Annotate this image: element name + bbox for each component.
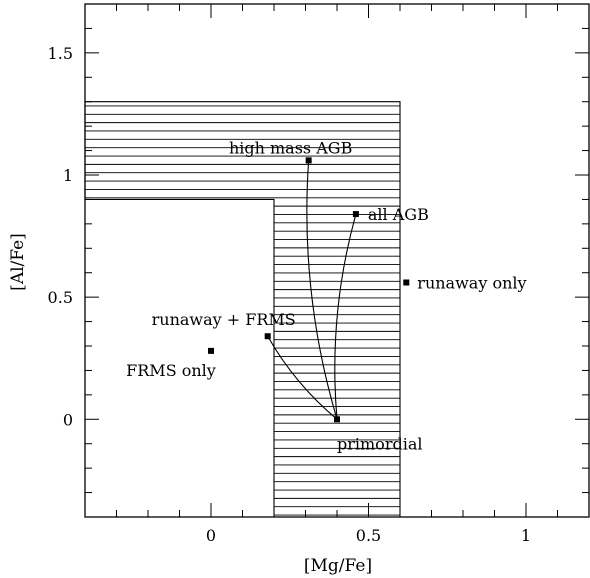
y-tick-label: 0.5 [48,288,73,307]
point-high-mass-agb [305,157,312,164]
label-runaway-frms: runaway + FRMS [152,310,296,329]
label-all-agb: all AGB [368,205,429,224]
point-frms-only [208,347,214,354]
y-tick-label: 1 [63,166,73,185]
x-tick-label: 1 [521,526,531,545]
point-all-agb [352,211,359,218]
label-primordial: primordial [337,434,422,453]
curve-primordial-to-high-mass-agb [306,160,338,420]
annotations: primordial high mass AGB all AGB runaway on… [126,138,526,453]
label-frms-only: FRMS only [126,361,216,380]
y-tick-label: 1.5 [48,44,73,63]
curve-primordial-to-all-agb [334,213,357,420]
x-tick-label: 0.5 [356,526,381,545]
y-axis-label: [Al/Fe] [8,233,28,291]
label-runaway-only: runaway only [417,273,526,292]
point-primordial [334,416,340,423]
connecting-curves [267,160,357,420]
axis-ticks: 0 0.5 1 0 0.5 1 1.5 [48,3,590,545]
label-high-mass-agb: high mass AGB [229,138,352,157]
y-tick-label: 0 [63,410,73,429]
data-points [208,157,410,423]
x-axis-label: [Mg/Fe] [304,556,372,576]
point-runaway-frms [264,333,271,340]
curve-primordial-to-runaway-frms [267,335,338,420]
point-runaway-only [403,279,410,286]
x-tick-label: 0 [206,526,216,545]
